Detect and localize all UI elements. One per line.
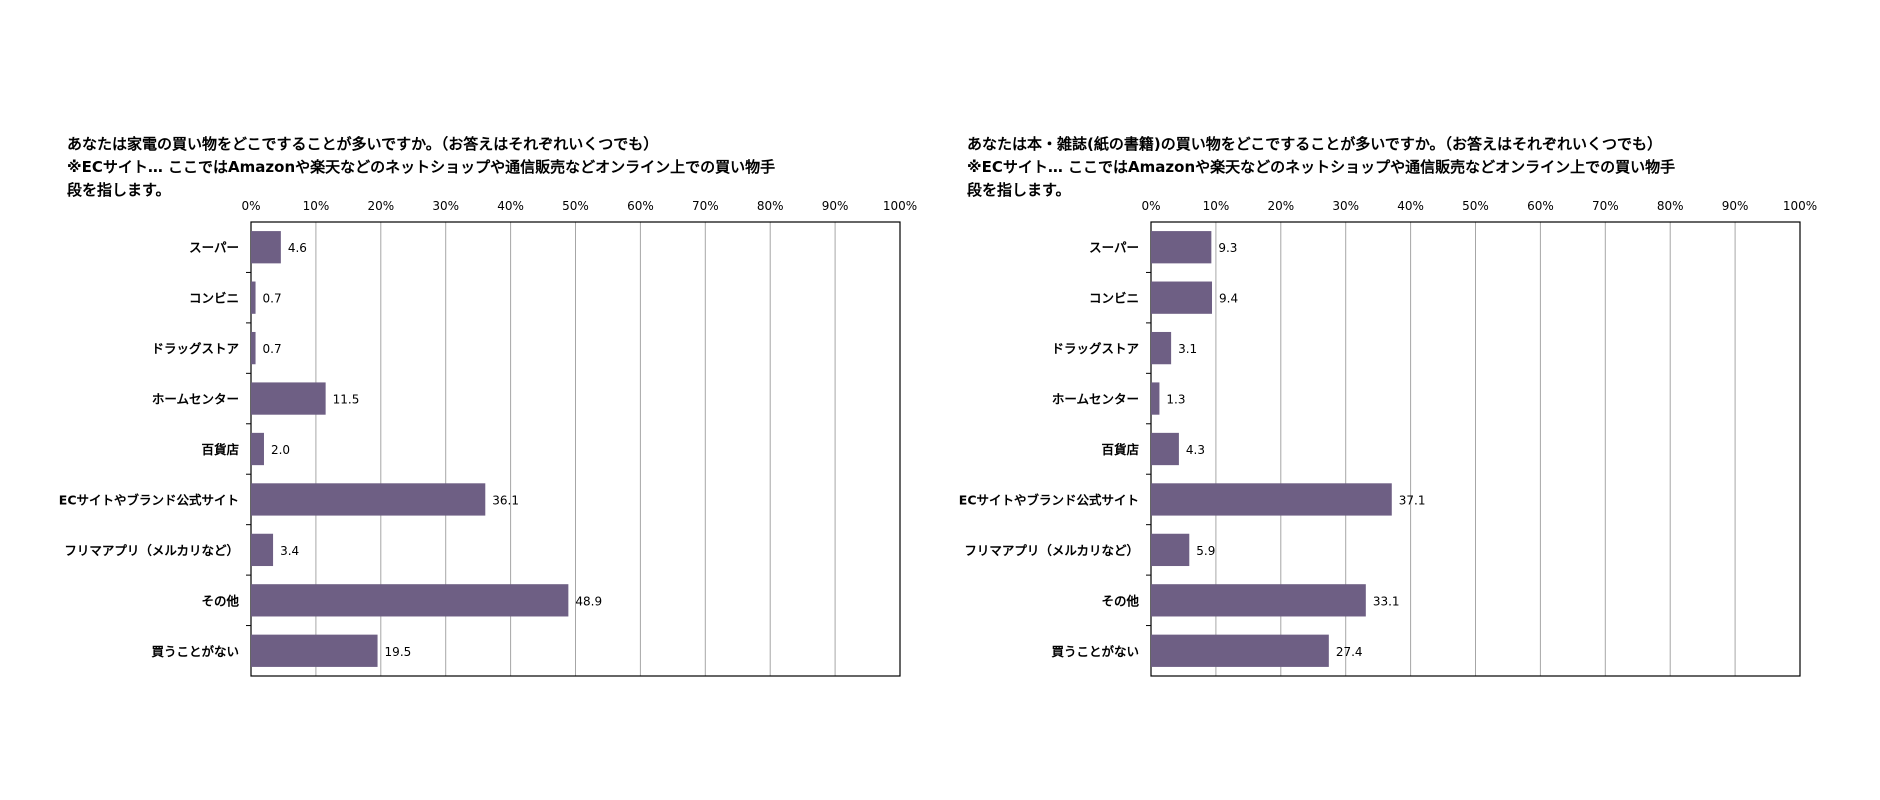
bar [1151, 281, 1213, 314]
bar [1151, 533, 1190, 567]
category-label: スーパー [189, 240, 239, 255]
bar [251, 281, 256, 314]
data-label: 33.1 [1373, 594, 1400, 608]
bar [251, 331, 256, 365]
x-tick-label: 50% [1462, 199, 1489, 213]
bar [1151, 432, 1179, 466]
bar [251, 382, 326, 415]
x-tick-label: 80% [1657, 199, 1684, 213]
bar [1151, 331, 1172, 365]
data-label: 0.7 [263, 342, 282, 356]
category-label: その他 [1101, 593, 1139, 608]
data-label: 9.4 [1219, 292, 1238, 306]
x-tick-label: 70% [692, 199, 719, 213]
data-label: 4.6 [288, 241, 307, 255]
bar [1151, 584, 1366, 617]
category-label: ドラッグストア [151, 341, 239, 356]
category-label: その他 [201, 593, 239, 608]
x-tick-label: 50% [562, 199, 589, 213]
data-label: 27.4 [1336, 645, 1363, 659]
data-label: 1.3 [1166, 393, 1185, 407]
bar [1151, 231, 1212, 264]
x-tick-label: 20% [367, 199, 394, 213]
x-tick-label: 40% [1397, 199, 1424, 213]
bar [251, 432, 264, 466]
x-tick-label: 90% [822, 199, 849, 213]
x-tick-label: 100% [883, 199, 917, 213]
x-tick-label: 40% [497, 199, 524, 213]
x-tick-label: 20% [1267, 199, 1294, 213]
bar [251, 533, 274, 567]
data-label: 48.9 [575, 594, 602, 608]
category-label: ECサイトやブランド公式サイト [59, 492, 239, 507]
data-label: 3.4 [280, 544, 299, 558]
bar [251, 634, 378, 667]
bar [251, 483, 486, 516]
x-tick-label: 0% [241, 199, 260, 213]
category-label: コンビニ [1089, 291, 1139, 306]
bar [1151, 634, 1329, 667]
category-label: コンビニ [189, 291, 239, 306]
bar-chart-appliances: 0% 10% 20% 30% 40% 50% 60% 70% 80% 90% 100% スーパー 4.6… [59, 199, 917, 677]
x-tick-label: 100% [1783, 199, 1817, 213]
chart-title: あなたは本・雑誌(紙の書籍)の買い物をどこですることが多いですか。（お答えはそれ… [967, 135, 1676, 199]
data-label: 37.1 [1399, 493, 1426, 507]
x-tick-label: 70% [1592, 199, 1619, 213]
x-tick-label: 30% [1332, 199, 1359, 213]
category-label: 百貨店 [201, 442, 239, 457]
category-label: 買うことがない [151, 644, 239, 659]
category-label: 百貨店 [1101, 442, 1139, 457]
data-label: 4.3 [1186, 443, 1205, 457]
category-label: フリマアプリ（メルカリなど） [64, 543, 239, 558]
data-label: 5.9 [1196, 544, 1215, 558]
x-tick-label: 60% [1527, 199, 1554, 213]
x-tick-label: 30% [432, 199, 459, 213]
chart-panel-appliances: あなたは家電の買い物をどこですることが多いですか。（お答えはそれぞれいくつでも）… [0, 0, 920, 800]
x-tick-label: 10% [303, 199, 330, 213]
x-tick-label: 80% [757, 199, 784, 213]
data-label: 19.5 [385, 645, 412, 659]
data-label: 0.7 [263, 292, 282, 306]
data-label: 3.1 [1178, 342, 1197, 356]
category-label: ホームセンター [152, 392, 239, 407]
x-tick-label: 90% [1722, 199, 1749, 213]
data-label: 11.5 [333, 393, 360, 407]
category-label: スーパー [1089, 240, 1139, 255]
chart-panel-books: あなたは本・雑誌(紙の書籍)の買い物をどこですることが多いですか。（お答えはそれ… [900, 0, 1820, 800]
chart-title: あなたは家電の買い物をどこですることが多いですか。（お答えはそれぞれいくつでも）… [67, 135, 776, 199]
category-label: フリマアプリ（メルカリなど） [964, 543, 1139, 558]
category-label: ドラッグストア [1051, 341, 1139, 356]
category-label: ECサイトやブランド公式サイト [959, 492, 1139, 507]
x-tick-label: 10% [1203, 199, 1230, 213]
bar-chart-books: 0% 10% 20% 30% 40% 50% 60% 70% 80% 90% 100% スーパー 9.3… [959, 199, 1817, 677]
category-label: 買うことがない [1051, 644, 1139, 659]
data-label: 36.1 [492, 493, 519, 507]
x-tick-label: 60% [627, 199, 654, 213]
bar [1151, 382, 1160, 415]
x-tick-label: 0% [1141, 199, 1160, 213]
bar [251, 231, 281, 264]
data-label: 2.0 [271, 443, 290, 457]
bar [251, 584, 569, 617]
category-label: ホームセンター [1052, 392, 1139, 407]
data-label: 9.3 [1218, 241, 1237, 255]
bar [1151, 483, 1392, 516]
